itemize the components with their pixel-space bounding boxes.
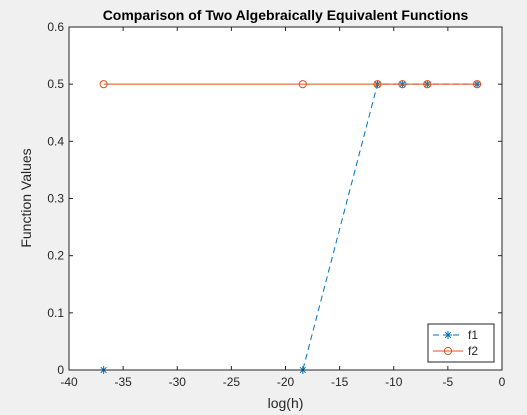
x-tick-label: -35 bbox=[114, 375, 132, 389]
x-tick-label: -25 bbox=[223, 375, 241, 389]
y-tick-label: 0.2 bbox=[47, 249, 64, 263]
axes-layer: -40 -35 -30 -25 -20 -15 -10 -5 0 0 0.1 0.2 0.3 0.4 0.5… bbox=[47, 20, 505, 389]
legend-box bbox=[427, 323, 495, 363]
plot-area bbox=[69, 27, 502, 370]
data-point-f2 bbox=[423, 80, 432, 89]
legend-label-f1: f1 bbox=[468, 328, 478, 342]
x-tick-label: -15 bbox=[331, 375, 349, 389]
y-tick-label: 0.5 bbox=[47, 77, 64, 91]
x-tick-label: -40 bbox=[60, 375, 78, 389]
x-tick-label: -30 bbox=[169, 375, 187, 389]
y-tick-label: 0.6 bbox=[47, 20, 64, 34]
legend-marker-f2 bbox=[443, 346, 453, 356]
y-axis-label: Function Values bbox=[18, 148, 34, 247]
y-tick-label: 0.4 bbox=[47, 134, 64, 148]
data-point-f2 bbox=[398, 80, 407, 89]
data-point-f2 bbox=[99, 80, 108, 89]
y-tick-label: 0 bbox=[57, 363, 64, 377]
data-point-f2 bbox=[373, 80, 382, 89]
y-tick-label: 0.1 bbox=[47, 306, 64, 320]
x-tick-label: -20 bbox=[277, 375, 295, 389]
x-tick-label: -10 bbox=[385, 375, 403, 389]
data-point-f2 bbox=[473, 80, 482, 89]
chart-title: Comparison of Two Algebraically Equivale… bbox=[103, 7, 469, 23]
legend-marker-f1 bbox=[444, 331, 452, 339]
x-tick-label: -5 bbox=[443, 375, 454, 389]
x-tick-label: 0 bbox=[499, 375, 506, 389]
data-point-f2 bbox=[298, 80, 307, 89]
y-tick-label: 0.3 bbox=[47, 192, 64, 206]
x-axis-label: log(h) bbox=[268, 395, 304, 411]
legend-marker-f1-stroke bbox=[444, 331, 452, 339]
legend-label-f2: f2 bbox=[468, 344, 478, 358]
